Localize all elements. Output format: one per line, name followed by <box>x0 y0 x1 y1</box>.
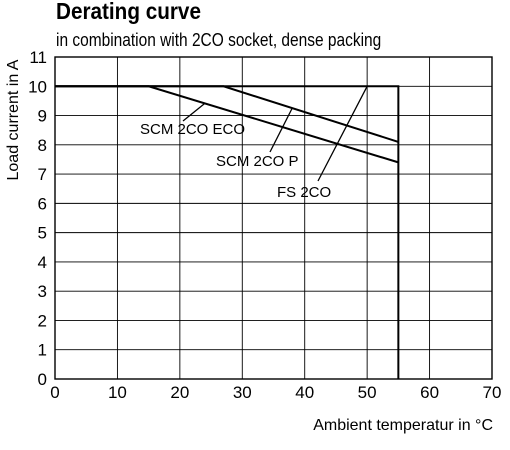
x-tick-label: 60 <box>420 383 439 402</box>
y-tick-label: 11 <box>29 48 47 67</box>
annotation-scm-2co-eco: SCM 2CO ECO <box>140 121 245 138</box>
y-tick-label: 5 <box>38 224 47 243</box>
x-tick-label: 0 <box>50 383 59 402</box>
x-tick-label: 30 <box>233 383 252 402</box>
x-tick-label: 10 <box>108 383 127 402</box>
leader-line-scm-2co-p <box>269 107 293 153</box>
leader-line-fs-2co <box>317 85 368 182</box>
x-tick-label: 40 <box>295 383 314 402</box>
annotation-fs-2co: FS 2CO <box>277 184 331 201</box>
y-tick-label: 8 <box>38 136 47 155</box>
x-tick-labels: 0 10 20 30 40 50 60 70 <box>50 383 501 402</box>
annotations: SCM 2CO ECO SCM 2CO P FS 2CO <box>140 85 368 201</box>
grid <box>54 56 493 380</box>
annotation-scm-2co-p: SCM 2CO P <box>216 153 299 170</box>
y-tick-label: 1 <box>38 341 47 360</box>
y-tick-label: 7 <box>38 165 47 184</box>
y-tick-label: 2 <box>38 311 47 330</box>
y-tick-label: 10 <box>28 77 47 96</box>
y-tick-label: 0 <box>38 370 47 389</box>
chart-title: Derating curve <box>56 0 201 24</box>
chart-subtitle: in combination with 2CO socket, dense pa… <box>56 30 382 50</box>
leader-line-scm-2co-eco <box>182 102 206 122</box>
y-tick-label: 4 <box>38 253 47 272</box>
x-tick-label: 50 <box>358 383 377 402</box>
y-tick-label: 3 <box>38 282 47 301</box>
y-axis-label: Load current in A <box>5 59 22 180</box>
plot-frame <box>54 56 493 380</box>
x-axis-label: Ambient temperatur in °C <box>313 417 493 434</box>
y-tick-label: 6 <box>38 194 47 213</box>
series-lines <box>55 85 400 379</box>
series-line-scm-2co-p <box>55 85 399 143</box>
y-tick-labels: 0 1 2 3 4 5 6 7 8 9 10 11 <box>28 48 47 389</box>
x-tick-label: 70 <box>483 383 502 402</box>
y-tick-label: 9 <box>38 107 47 126</box>
x-tick-label: 20 <box>170 383 189 402</box>
